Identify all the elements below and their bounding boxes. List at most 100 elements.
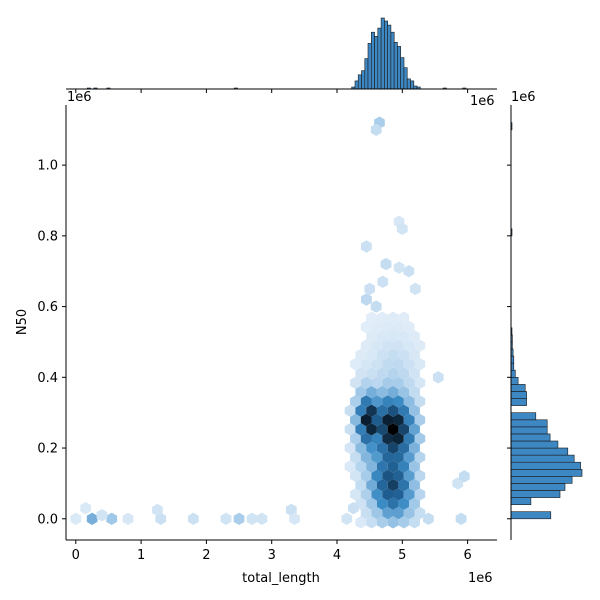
y-hist-bar	[510, 490, 561, 498]
hexbin	[398, 478, 410, 492]
hexbin	[398, 423, 410, 436]
hexbin	[409, 460, 420, 473]
y-hist-bar	[510, 384, 526, 392]
hexbin	[393, 488, 404, 501]
hexbin	[414, 339, 426, 352]
hexbin	[409, 330, 420, 343]
hexbin	[376, 516, 388, 529]
hexbin	[355, 423, 367, 436]
hexbin	[355, 385, 367, 399]
hexbin	[410, 282, 421, 296]
hexbin	[360, 506, 372, 520]
hexbin	[360, 432, 372, 445]
hexbin	[396, 222, 408, 235]
hexbin	[70, 512, 82, 525]
hexbin	[350, 376, 361, 389]
hexbin	[409, 516, 420, 529]
hexbin	[344, 441, 356, 455]
hexbin	[403, 376, 415, 389]
hexbin	[366, 423, 377, 436]
hexbin	[398, 385, 410, 399]
y-tick-label: 0.2	[37, 442, 58, 457]
x-hist-bar	[364, 58, 369, 90]
hexbin	[86, 512, 98, 525]
hexbin	[387, 385, 399, 399]
x-hist-bar	[370, 31, 375, 90]
hexbin	[398, 441, 410, 455]
hexbin	[403, 432, 415, 445]
hexbin	[370, 300, 382, 313]
top-marginal-offset-label: 1e6	[470, 94, 495, 109]
hexbin	[393, 320, 404, 334]
hexbin	[350, 413, 361, 427]
y-axis-label: N50	[15, 309, 30, 335]
hexbin	[366, 516, 377, 529]
hexbin	[414, 395, 426, 408]
hexbin	[403, 265, 415, 278]
hexbin	[377, 275, 389, 288]
hexbin	[371, 376, 383, 389]
hexbin	[371, 320, 383, 334]
hexbin	[371, 358, 383, 371]
x-hist-bar	[387, 24, 392, 90]
x-hist-bar	[403, 67, 408, 90]
marginal-y-histogram	[507, 105, 583, 540]
y-hist-bar	[510, 398, 527, 406]
hexbin	[366, 385, 377, 399]
hexbin	[366, 367, 377, 380]
hexbin	[366, 404, 377, 417]
hexbin	[371, 432, 383, 445]
x-hist-bar	[400, 57, 405, 90]
hexbin	[350, 488, 361, 501]
hexbin	[393, 261, 405, 274]
hexbin	[355, 441, 367, 455]
hexbin	[371, 488, 383, 501]
hexbin	[393, 432, 404, 445]
hexbin	[350, 432, 361, 445]
hexbin	[403, 320, 415, 334]
x-hist-bar	[397, 46, 401, 90]
hexbin	[361, 293, 372, 306]
hexbin	[393, 339, 404, 352]
hexbin	[393, 376, 404, 389]
hexbin	[188, 512, 199, 525]
hexbin	[409, 404, 420, 417]
hexbin	[355, 516, 367, 529]
hexbin	[387, 460, 399, 473]
hexbin	[350, 395, 361, 408]
x-tick-label: 4	[333, 548, 341, 563]
x-offset-label: 1e6	[468, 571, 493, 586]
hexbin	[414, 488, 426, 501]
x-hist-bar	[367, 43, 372, 90]
y-hist-bar	[510, 376, 519, 385]
hexbin	[398, 516, 410, 529]
hexbin	[376, 330, 388, 343]
y-hist-bar	[510, 419, 548, 428]
hexbin	[366, 311, 377, 324]
hexbin	[96, 509, 108, 522]
hexbin	[380, 257, 392, 271]
x-hist-bar	[377, 27, 382, 90]
hexbin	[371, 339, 383, 352]
hexbin	[414, 358, 426, 371]
hexbin	[414, 376, 426, 389]
hexbin	[403, 451, 415, 464]
hexbin	[366, 348, 377, 362]
x-hist-bar	[384, 20, 388, 90]
hexbin	[387, 441, 399, 455]
hexbin	[350, 358, 361, 371]
hexbin	[393, 395, 404, 408]
hexbin	[371, 451, 383, 464]
hexbin	[360, 469, 372, 482]
hexbin	[387, 516, 399, 529]
hexbin	[432, 371, 444, 384]
hexbin	[382, 451, 393, 464]
y-tick-label: 1.0	[37, 159, 58, 174]
hexbin	[398, 348, 410, 362]
hexbin	[403, 413, 415, 427]
hexbin	[364, 282, 375, 296]
hexbin	[366, 497, 377, 510]
hexbin	[376, 311, 388, 324]
